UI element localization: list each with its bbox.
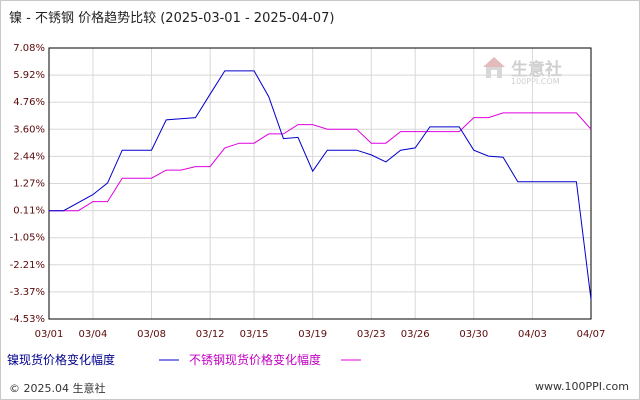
y-tick-label: 7.08%	[13, 43, 45, 54]
footer-site: www.100PPI.com	[535, 380, 629, 393]
y-tick-label: 3.60%	[13, 124, 45, 135]
x-tick-label: 03/04	[79, 329, 108, 340]
y-tick-label: 1.27%	[13, 179, 45, 190]
series-line-1	[49, 70, 592, 300]
y-tick-label: -2.21%	[10, 260, 45, 271]
chart-title: 镍 - 不锈钢 价格趋势比较 (2025-03-01 - 2025-04-07)	[9, 11, 335, 26]
legend-label-series-1: 镍现货价格变化幅度	[7, 352, 115, 367]
house-logo-icon	[483, 57, 505, 78]
legend-label-series-2: 不锈钢现货价格变化幅度	[189, 352, 321, 367]
plot-border	[48, 47, 592, 320]
y-tick-label: 2.44%	[13, 151, 45, 162]
x-tick-label: 04/03	[518, 329, 547, 340]
y-tick-label: 0.11%	[13, 206, 45, 217]
series-line-2	[49, 112, 592, 212]
y-tick-label: 4.76%	[13, 97, 45, 108]
x-tick-label: 03/12	[196, 329, 225, 340]
x-tick-label: 03/08	[137, 329, 166, 340]
x-tick-label: 04/07	[577, 329, 606, 340]
y-tick-label: -3.37%	[10, 287, 45, 298]
y-tick-label: 5.92%	[13, 70, 45, 81]
x-tick-label: 03/19	[298, 329, 327, 340]
x-axis-ticks: 03/01 03/04 03/08 03/12 03/15 03/19 03/23 03/26…	[35, 329, 606, 340]
y-axis-ticks: 7.08% 5.92% 4.76% 3.60% 2.44% 1.27% 0.11% -1.05…	[10, 43, 45, 325]
y-tick-label: -1.05%	[10, 233, 45, 244]
logo-url: 100PPI.COM	[511, 77, 560, 86]
x-tick-label: 03/01	[35, 329, 64, 340]
footer-copyright: © 2025.04 生意社	[9, 382, 106, 395]
legend: 镍现货价格变化幅度 不锈钢现货价格变化幅度	[7, 352, 361, 367]
x-tick-label: 03/30	[459, 329, 488, 340]
chart-series	[49, 70, 592, 300]
x-tick-label: 03/15	[240, 329, 269, 340]
x-tick-label: 03/26	[401, 329, 430, 340]
chart-grid	[48, 47, 592, 320]
y-tick-label: -4.53%	[10, 314, 45, 325]
x-tick-label: 03/23	[357, 329, 386, 340]
